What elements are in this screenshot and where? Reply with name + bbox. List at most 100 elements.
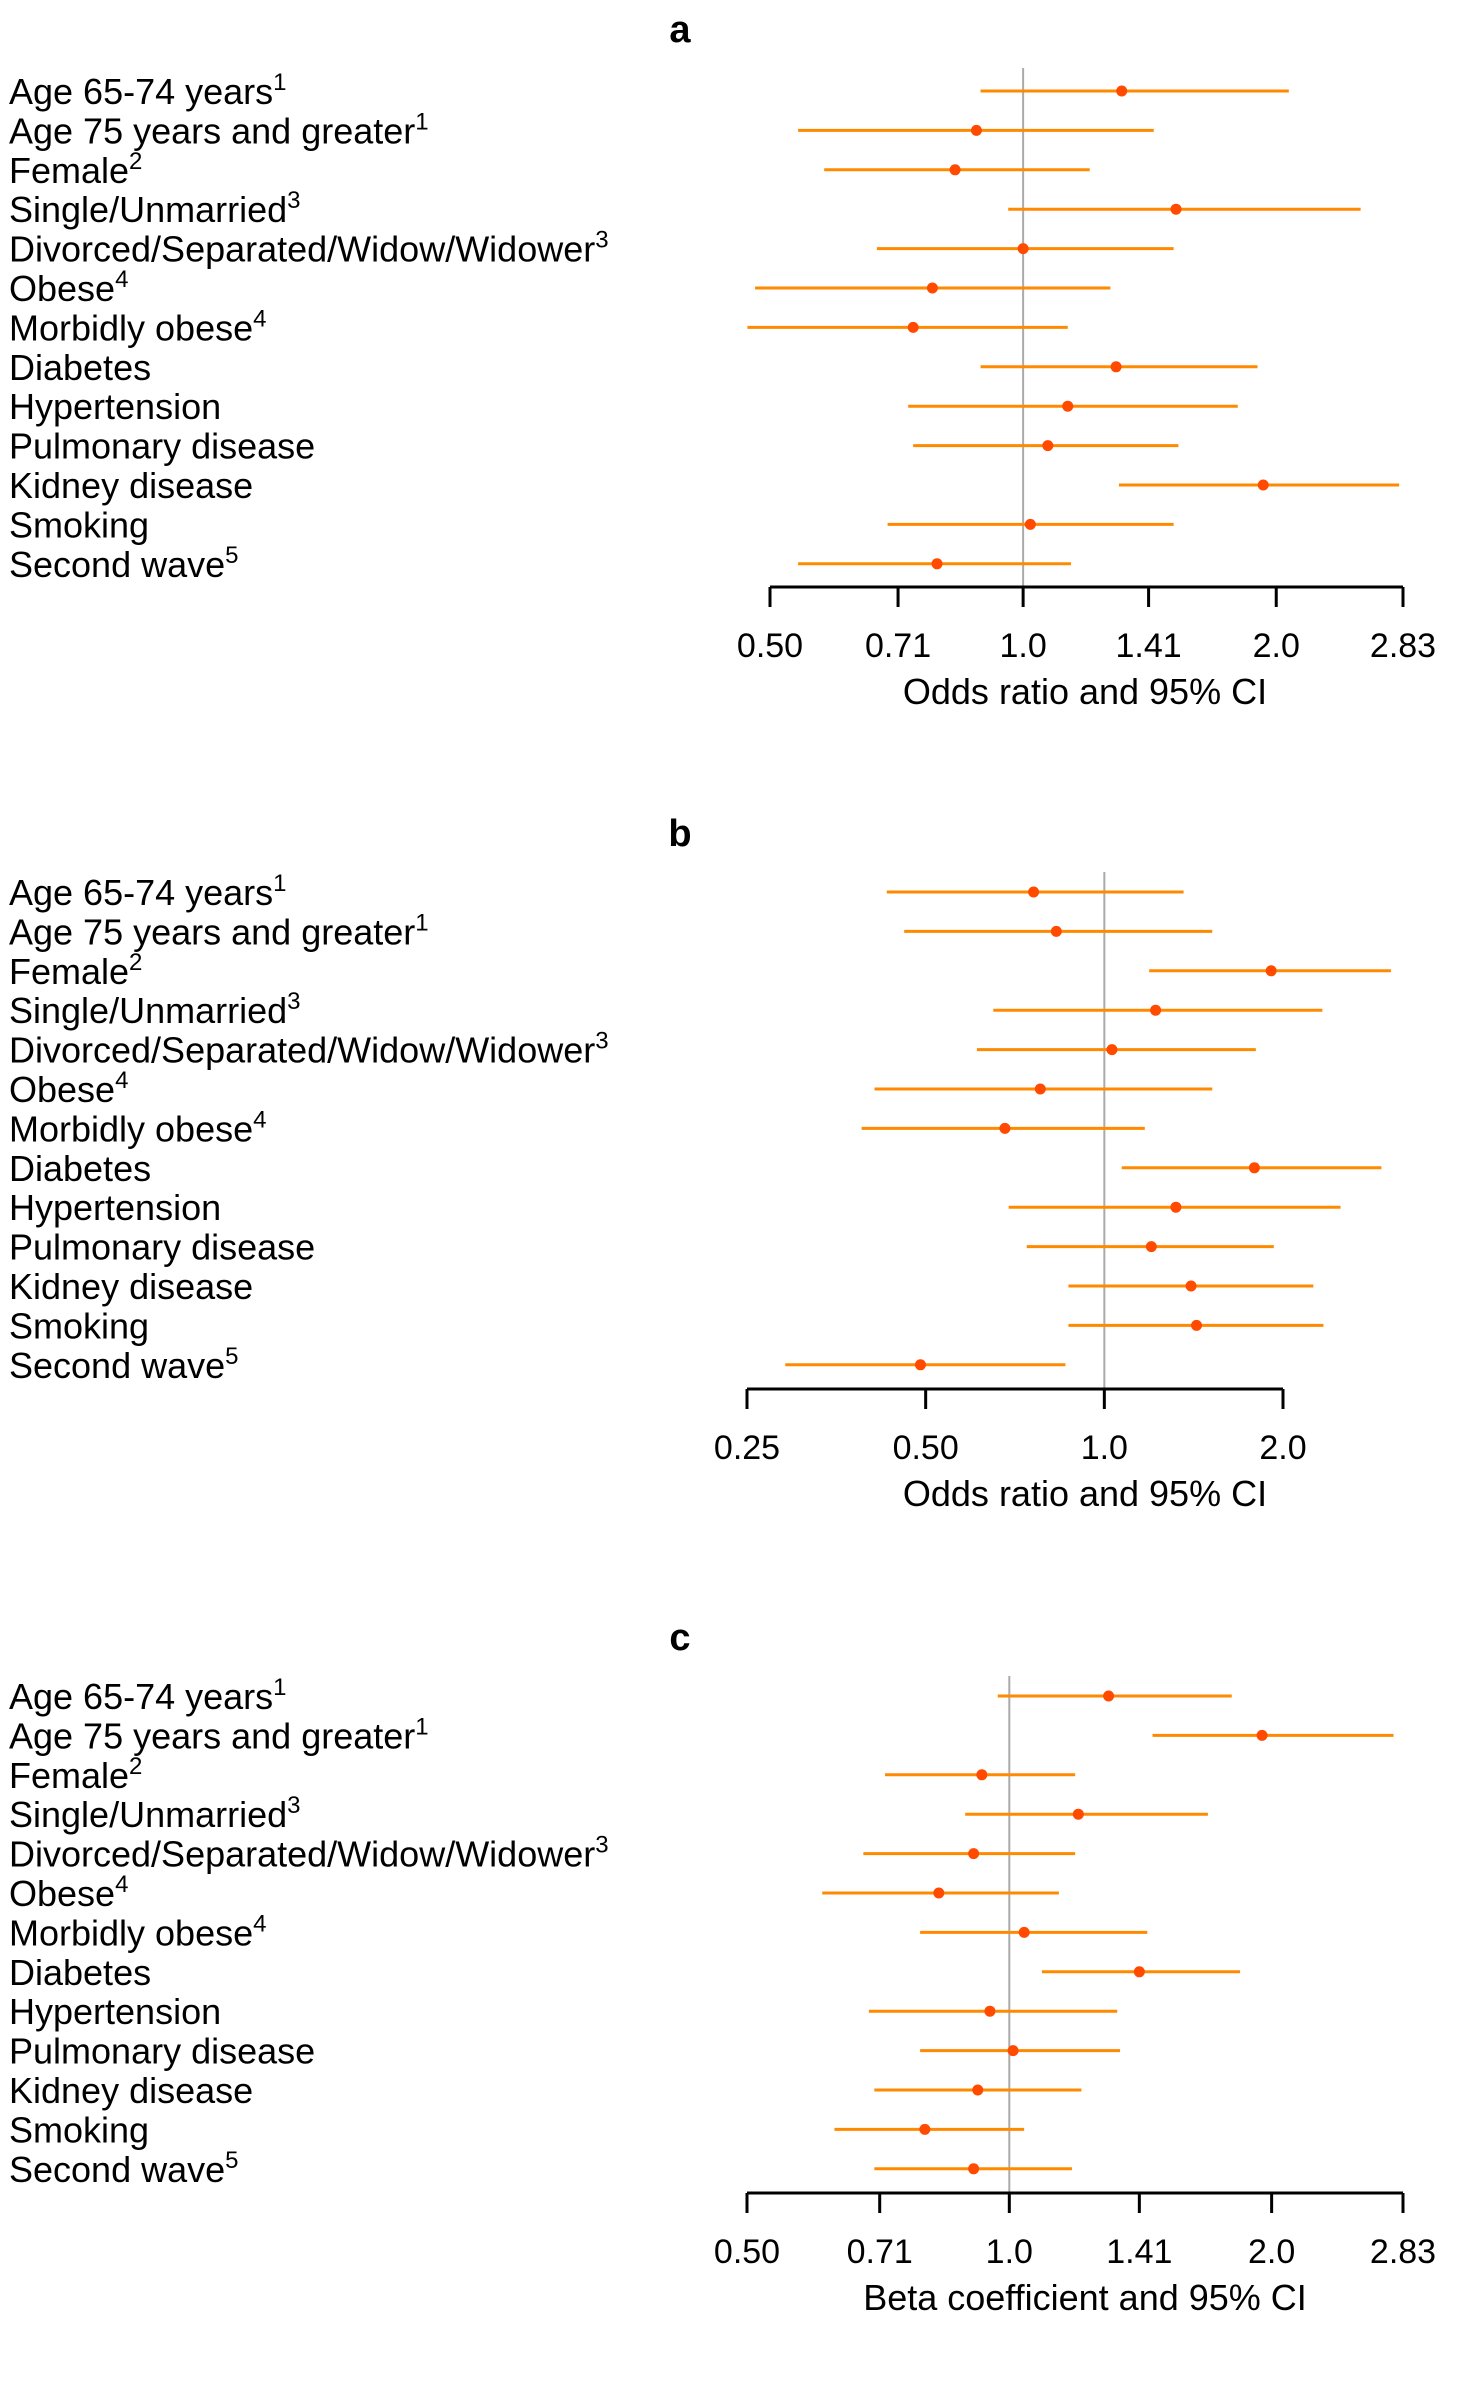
row-label: Kidney disease [9, 1266, 253, 1307]
x-tick-label: 2.0 [1259, 1429, 1306, 1467]
x-axis-title: Odds ratio and 95% CI [903, 1473, 1267, 1514]
forest-row: Kidney disease [9, 2070, 1082, 2111]
estimate-point [1191, 1319, 1203, 1331]
estimate-point [931, 558, 943, 570]
forest-row: Single/Unmarried3 [9, 988, 1323, 1031]
row-label: Morbidly obese4 [9, 1910, 266, 1953]
forest-row: Age 65-74 years1 [9, 1674, 1232, 1717]
forest-panel-a: a Age 65-74 years1 Age 75 years and greate… [0, 0, 1467, 787]
estimate-point [1248, 1162, 1260, 1174]
estimate-point [1170, 1201, 1182, 1213]
estimate-point [984, 2005, 996, 2017]
row-label: Obese4 [9, 1871, 128, 1914]
row-label: Smoking [9, 504, 149, 545]
forest-row: Female2 [9, 148, 1090, 191]
estimate-point [1145, 1241, 1157, 1253]
row-label: Diabetes [9, 1148, 151, 1189]
row-label: Single/Unmarried3 [9, 988, 300, 1031]
row-label: Morbidly obese4 [9, 1106, 266, 1149]
row-label: Age 65-74 years1 [9, 69, 287, 112]
estimate-point [970, 124, 982, 136]
forest-row: Kidney disease [9, 465, 1400, 506]
forest-row: Hypertension [9, 1991, 1118, 2032]
forest-row: Pulmonary disease [9, 426, 1179, 467]
x-tick-label: 2.0 [1248, 2233, 1295, 2271]
forest-row: Age 75 years and greater1 [9, 108, 1154, 151]
estimate-point [1133, 1966, 1145, 1978]
forest-row: Divorced/Separated/Widow/Widower3 [9, 227, 1174, 270]
estimate-point [1042, 440, 1054, 452]
forest-row: Smoking [9, 504, 1174, 545]
forest-row: Morbidly obese4 [9, 1910, 1148, 1953]
forest-row: Diabetes [9, 1148, 1382, 1189]
estimate-point [1050, 925, 1062, 937]
estimate-point [1024, 518, 1036, 530]
forest-row: Divorced/Separated/Widow/Widower3 [9, 1832, 1076, 1875]
row-label: Hypertension [9, 386, 221, 427]
row-label: Age 75 years and greater1 [9, 1713, 429, 1756]
x-axis-title: Odds ratio and 95% CI [903, 671, 1267, 712]
x-tick-label: 0.50 [714, 2233, 780, 2271]
x-tick-label: 1.41 [1115, 627, 1181, 665]
estimate-point [968, 1848, 980, 1860]
estimate-point [1256, 1729, 1268, 1741]
row-label: Pulmonary disease [9, 2031, 315, 2072]
estimate-point [949, 164, 961, 176]
forest-row: Age 75 years and greater1 [9, 909, 1213, 952]
forest-row: Pulmonary disease [9, 1227, 1274, 1268]
estimate-point [1265, 965, 1277, 977]
forest-row: Divorced/Separated/Widow/Widower3 [9, 1028, 1256, 1071]
row-label: Pulmonary disease [9, 1227, 315, 1268]
forest-row: Female2 [9, 949, 1391, 992]
row-label: Age 65-74 years1 [9, 870, 287, 913]
row-label: Second wave5 [9, 2147, 239, 2190]
forest-row: Hypertension [9, 386, 1238, 427]
x-tick-label: 1.41 [1106, 2233, 1172, 2271]
estimate-point [926, 282, 938, 294]
row-label: Obese4 [9, 1067, 128, 1110]
row-label: Female2 [9, 1753, 142, 1796]
x-tick-label: 0.50 [893, 1429, 959, 1467]
estimate-point [1017, 243, 1029, 255]
forest-panel-c: c Age 65-74 years1 Age 75 years and greate… [0, 1608, 1467, 2395]
estimate-point [1018, 1926, 1030, 1938]
x-tick-label: 1.0 [1081, 1429, 1128, 1467]
forest-row: Hypertension [9, 1187, 1341, 1228]
estimate-point [1110, 361, 1122, 373]
row-label: Age 75 years and greater1 [9, 108, 429, 151]
forest-row: Kidney disease [9, 1266, 1314, 1307]
row-label: Diabetes [9, 1952, 151, 1993]
x-tick-label: 2.83 [1370, 2233, 1436, 2271]
x-tick-label: 0.71 [865, 627, 931, 665]
row-label: Divorced/Separated/Widow/Widower3 [9, 1832, 609, 1875]
row-label: Divorced/Separated/Widow/Widower3 [9, 227, 609, 270]
estimate-point [1028, 886, 1040, 898]
x-tick-label: 0.50 [737, 627, 803, 665]
estimate-point [972, 2084, 984, 2096]
forest-row: Second wave5 [9, 2147, 1072, 2190]
estimate-point [968, 2163, 980, 2175]
estimate-point [1257, 479, 1269, 491]
row-label: Age 75 years and greater1 [9, 909, 429, 952]
forest-row: Female2 [9, 1753, 1076, 1796]
row-label: Kidney disease [9, 465, 253, 506]
row-label: Kidney disease [9, 2070, 253, 2111]
panel-letter: b [668, 813, 691, 855]
estimate-point [1106, 1044, 1118, 1056]
x-tick-label: 2.83 [1370, 627, 1436, 665]
forest-row: Single/Unmarried3 [9, 187, 1361, 230]
forest-row: Obese4 [9, 1067, 1213, 1110]
row-label: Pulmonary disease [9, 426, 315, 467]
estimate-point [933, 1887, 945, 1899]
row-label: Age 65-74 years1 [9, 1674, 287, 1717]
x-tick-label: 1.0 [999, 627, 1046, 665]
row-label: Female2 [9, 949, 142, 992]
estimate-point [1062, 400, 1074, 412]
row-label: Divorced/Separated/Widow/Widower3 [9, 1028, 609, 1071]
estimate-point [1034, 1083, 1046, 1095]
panel-letter: c [669, 1617, 690, 1659]
row-label: Smoking [9, 1305, 149, 1346]
x-tick-label: 0.25 [714, 1429, 780, 1467]
